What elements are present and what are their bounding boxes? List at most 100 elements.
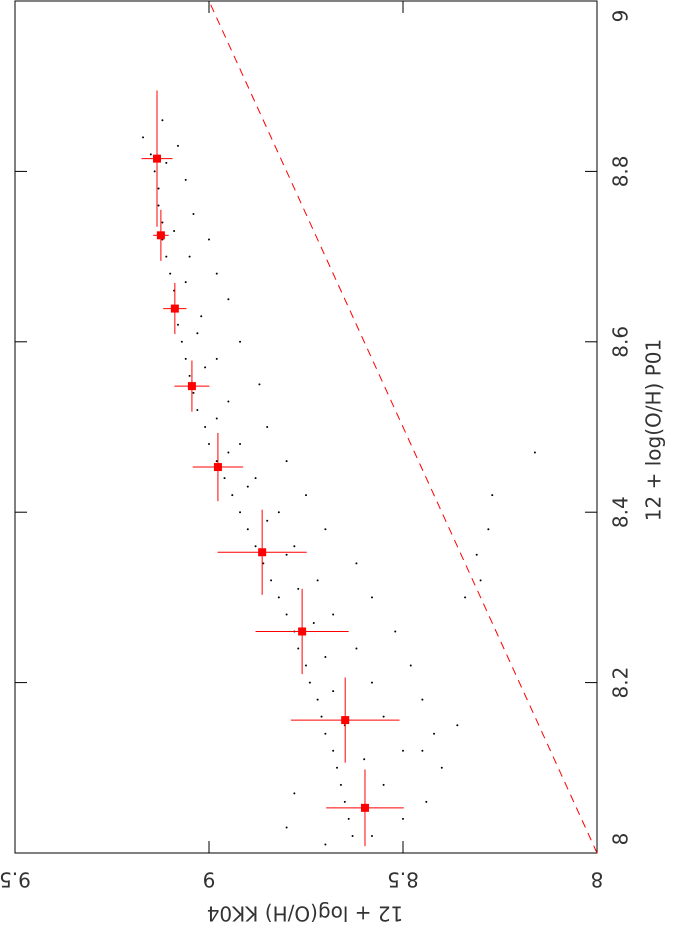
scatter-point: [262, 562, 265, 565]
scatter-point: [370, 596, 373, 599]
scatter-point: [165, 255, 168, 258]
scatter-point: [425, 800, 428, 803]
scatter-point: [433, 732, 436, 735]
scatter-point: [208, 443, 210, 446]
scatter-point: [196, 408, 199, 411]
scatter-point: [180, 340, 183, 343]
scatter-point: [161, 221, 164, 224]
x-tick-label: 9.5: [0, 868, 31, 892]
scatter-point: [173, 230, 176, 233]
scatter-point: [464, 596, 467, 599]
scatter-point: [184, 178, 187, 181]
scatter-point: [351, 834, 354, 837]
scatter-point: [239, 443, 242, 446]
scatter-point: [297, 587, 300, 590]
scatter-point: [196, 332, 199, 335]
y-tick-label: 8: [609, 833, 633, 846]
scatter-point: [305, 664, 307, 667]
scatter-point: [270, 579, 273, 582]
scatter-point: [215, 417, 218, 420]
scatter-point: [176, 144, 179, 147]
scatter-point: [266, 426, 269, 428]
scatter-point: [184, 357, 187, 360]
scatter-point: [246, 528, 249, 531]
scatter-point: [316, 698, 319, 701]
scatter-point: [363, 758, 366, 761]
scatter-point: [305, 494, 307, 497]
scatter-point: [324, 732, 327, 735]
mean-point: [213, 463, 222, 472]
scatter-point: [285, 826, 288, 829]
scatter-point: [157, 187, 160, 190]
scatter-point: [324, 843, 327, 846]
x-tick-label: 8.5: [387, 868, 419, 892]
scatter-point: [204, 426, 207, 428]
mean-point: [298, 627, 307, 636]
y-tick-label: 8.6: [609, 326, 633, 358]
scatter-point: [355, 562, 358, 565]
scatter-point: [479, 579, 482, 582]
scatter-point: [223, 477, 226, 480]
scatter-point: [266, 519, 269, 522]
scatter-point: [227, 400, 230, 403]
scatter-point: [169, 272, 172, 275]
scatter-point: [239, 340, 242, 343]
scatter-point: [277, 511, 280, 514]
scatter-point: [343, 800, 346, 803]
scatter-point: [149, 153, 152, 156]
scatter-point: [421, 698, 424, 701]
scatter-point: [184, 281, 187, 284]
y-tick-label: 9: [609, 10, 633, 23]
scatter-point: [316, 579, 319, 582]
y-tick-label: 8.8: [609, 155, 633, 187]
scatter-point: [157, 204, 160, 207]
x-tick-label: 8: [591, 868, 604, 892]
scatter-point: [324, 656, 327, 659]
mean-point: [341, 716, 350, 725]
scatter-point: [293, 792, 296, 795]
scatter-point: [200, 315, 203, 318]
scatter-point: [308, 681, 311, 684]
scatter-point: [491, 494, 494, 497]
scatter-point: [239, 511, 242, 514]
mean-point: [258, 548, 267, 557]
scatter-point: [215, 460, 218, 463]
scatter-point: [227, 451, 230, 454]
plot-frame: [14, 0, 598, 854]
scatter-point: [320, 715, 323, 718]
scatter-point: [297, 647, 300, 650]
scatter-point: [355, 647, 358, 650]
scatter-point: [332, 613, 335, 616]
scatter-point: [188, 374, 191, 377]
scatter-point: [188, 255, 191, 258]
scatter-point: [204, 366, 207, 369]
scatter-point: [382, 783, 385, 786]
scatter-point: [324, 528, 327, 531]
scatter-point: [215, 357, 218, 360]
scatter-point: [215, 272, 218, 275]
mean-point: [170, 304, 179, 313]
scatter-point: [176, 323, 179, 326]
mean-point: [187, 382, 196, 391]
scatter-point: [475, 553, 478, 556]
scatter-point: [487, 528, 490, 531]
scatter-point: [142, 136, 145, 139]
scatter-point: [258, 383, 261, 386]
scatter-point: [312, 621, 315, 624]
scatter-point: [277, 596, 280, 599]
scatter-point: [285, 460, 288, 463]
scatter-point: [208, 238, 210, 241]
scatter-point: [370, 681, 373, 684]
reference-line: [208, 0, 598, 854]
scatter-point: [336, 766, 339, 769]
y-tick-label: 8.4: [609, 496, 633, 528]
scatter-point: [347, 817, 350, 820]
scatter-point: [165, 161, 168, 164]
scatter-point: [440, 766, 443, 769]
scatter-point: [382, 715, 385, 718]
mean-point: [360, 803, 369, 812]
scatter-point: [293, 545, 296, 548]
scatter-point: [394, 630, 397, 633]
scatter-point: [285, 553, 288, 556]
